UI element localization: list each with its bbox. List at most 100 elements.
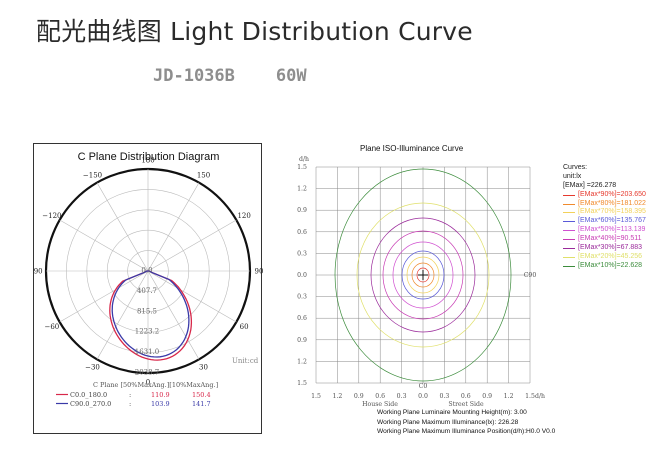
iso-y-tick: 1.2 — [297, 358, 307, 365]
legend-text: [EMax*80%]=181.022 — [578, 199, 646, 207]
polar-chart: 180 −150 150 −120 120 -90 90 −60 60 −30 30 0 0.0 407.… — [34, 157, 263, 409]
iso-x-tick: 1.2 — [504, 393, 514, 400]
legend-text: [EMax*50%]=113.139 — [578, 226, 646, 234]
legend-swatch — [563, 221, 575, 223]
polar-angle-label: −120 — [42, 212, 61, 220]
legend-text: [EMax*90%]=203.650 — [578, 190, 646, 198]
polar-radial-label: 1631.0 — [135, 348, 160, 356]
legend-item: [EMax*30%]=67.883 — [563, 244, 646, 253]
power-rating: 60W — [275, 66, 307, 86]
footer-max-illuminance: Working Plane Maximum Illuminance(lx): 2… — [377, 418, 519, 426]
iso-contour — [411, 262, 435, 288]
legend-item: [EMax*10%]=22.628 — [563, 262, 646, 271]
polar-legend-max50: 103.9 — [151, 400, 170, 408]
legend-item: [EMax*20%]=45.256 — [563, 253, 646, 262]
iso-contour — [334, 168, 512, 382]
legend-swatch — [563, 203, 575, 205]
iso-contour — [356, 202, 490, 348]
polar-angle-label: -90 — [34, 268, 43, 276]
polar-radial-label: 2038.7 — [135, 369, 160, 377]
iso-y-tick: 1.5 — [297, 164, 307, 171]
iso-c90-label: C90 — [524, 272, 537, 279]
iso-x-tick: 0.9 — [354, 393, 364, 400]
footer-mounting-height: Working Plane Luminaire Mounting Height(… — [377, 409, 527, 416]
iso-contour — [382, 230, 464, 320]
polar-legend-sep: : — [129, 400, 131, 408]
legend-item: [EMax*50%]=113.139 — [563, 226, 646, 235]
polar-angle-label: 150 — [197, 171, 210, 179]
legend-text: [EMax*40%]=90.511 — [578, 235, 642, 243]
iso-y-tick: 0.0 — [297, 272, 307, 279]
iso-y-tick: 1.5 — [297, 380, 307, 387]
polar-legend-max10: 141.7 — [192, 400, 211, 408]
legend-text: [EMax*70%]=158.395 — [578, 208, 646, 216]
polar-angle-label: 0 — [146, 379, 150, 387]
iso-title: Plane ISO-Illuminance Curve — [360, 144, 464, 153]
legend-item: [EMax*90%]=203.650 — [563, 191, 646, 200]
polar-legend-name: C0.0_180.0 — [70, 391, 107, 399]
legend-text: [EMax*20%]=45.256 — [578, 252, 643, 260]
iso-x-tick: 1.2 — [332, 393, 342, 400]
legend-swatch — [563, 239, 575, 241]
iso-street-side: Street Side — [448, 401, 484, 408]
iso-x-axis-title: d/h — [535, 393, 545, 400]
iso-x-tick: 0.3 — [439, 393, 449, 400]
iso-x-tick: 1.5 — [525, 393, 535, 400]
iso-y-tick: 0.6 — [297, 315, 307, 322]
polar-radial-label: 1223.2 — [135, 328, 160, 336]
polar-legend-max10: 150.4 — [192, 391, 211, 399]
iso-house-side: House Side — [362, 401, 398, 408]
polar-angle-label: 90 — [255, 268, 263, 276]
iso-contour — [392, 241, 454, 309]
iso-contour — [401, 250, 445, 300]
iso-y-tick: 1.2 — [297, 186, 307, 193]
polar-angle-label: −60 — [44, 323, 59, 331]
unit-label: Unit:cd — [232, 357, 259, 365]
legend-text: [EMax*10%]=22.628 — [578, 261, 643, 269]
model-line: JD-1036B 60W — [153, 66, 307, 86]
legend-item: [EMax*70%]=158.395 — [563, 208, 646, 217]
iso-x-tick: 1.5 — [311, 393, 321, 400]
iso-legend: Curves: unit:lx [EMax] =226.278 [EMax*90… — [563, 164, 646, 271]
iso-y-tick: 0.6 — [297, 229, 307, 236]
legend-heading: Curves: — [563, 164, 588, 171]
polar-angle-label: −150 — [83, 171, 102, 179]
legend-unit: unit:lx — [563, 172, 582, 180]
legend-swatch — [563, 265, 575, 267]
polar-angle-label: 60 — [240, 323, 249, 331]
model-number: JD-1036B — [153, 66, 235, 86]
iso-y-axis-title: d/h — [299, 156, 309, 163]
iso-footer: Working Plane Luminaire Mounting Height(… — [377, 408, 555, 437]
legend-swatch — [563, 247, 575, 249]
iso-x-tick: 0.0 — [418, 393, 428, 400]
iso-c0-label: C0 — [419, 383, 428, 390]
polar-curve-c0-180 — [109, 270, 193, 361]
iso-x-tick: 0.6 — [461, 393, 471, 400]
polar-diagram-panel: C Plane Distribution Diagram 180 −150 150 −… — [33, 143, 263, 434]
iso-contour — [406, 256, 440, 294]
iso-contour — [370, 217, 476, 333]
polar-legend-name: C90.0_270.0 — [70, 400, 111, 408]
polar-angle-label: 180 — [141, 157, 154, 165]
iso-y-tick: 0.3 — [297, 250, 307, 257]
page-title: 配光曲线图 Light Distribution Curve — [36, 17, 473, 46]
legend-swatch — [563, 194, 575, 196]
footer-max-position: Working Plane Maximum Illuminance Positi… — [377, 428, 556, 436]
legend-text: [EMax*30%]=67.883 — [578, 244, 643, 252]
iso-y-tick: 0.9 — [297, 337, 307, 344]
legend-swatch — [563, 212, 575, 214]
polar-radial-label: 407.7 — [137, 287, 157, 295]
polar-angle-label: −30 — [85, 364, 100, 372]
polar-radial-label: 0.0 — [141, 267, 152, 275]
iso-y-tick: 0.9 — [297, 207, 307, 214]
legend-emax: [EMax] =226.278 — [563, 181, 617, 189]
iso-x-tick: 0.3 — [397, 393, 407, 400]
polar-title: C Plane Distribution Diagram — [77, 151, 220, 163]
iso-x-tick: 0.6 — [375, 393, 385, 400]
legend-swatch — [563, 256, 575, 258]
legend-item: [EMax*40%]=90.511 — [563, 235, 646, 244]
polar-angle-label: 30 — [199, 364, 208, 372]
legend-text: [EMax*60%]=135.767 — [578, 217, 646, 225]
legend-item: [EMax*60%]=135.767 — [563, 217, 646, 226]
